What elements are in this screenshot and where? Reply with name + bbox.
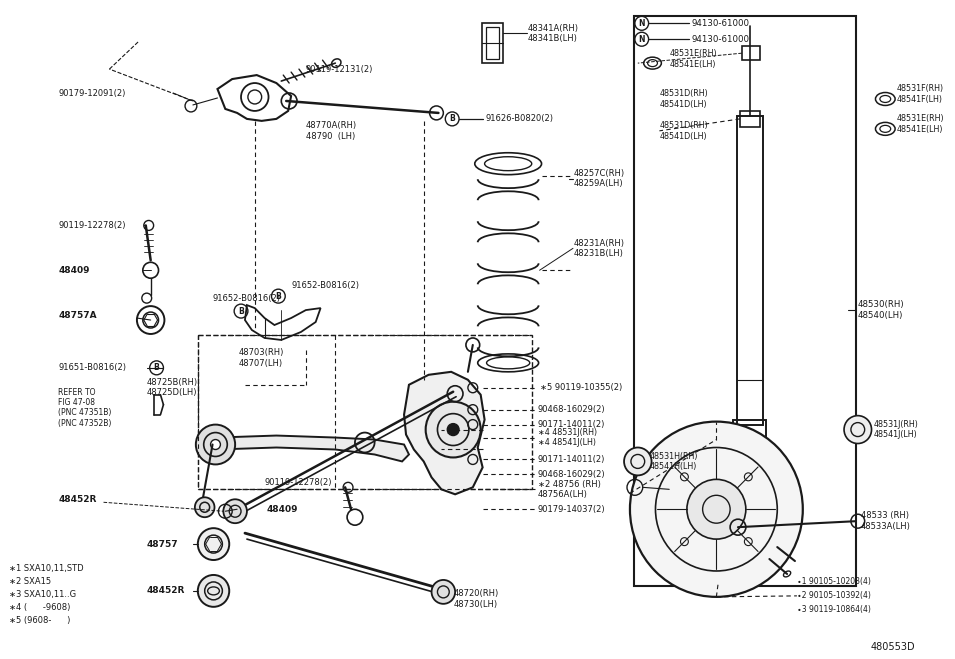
Text: 90179-14037(2): 90179-14037(2) (538, 505, 605, 514)
Text: 48231A(RH)
48231B(LH): 48231A(RH) 48231B(LH) (574, 239, 625, 258)
Text: 91652-B0816(2): 91652-B0816(2) (213, 294, 281, 302)
Text: 90468-16029(2): 90468-16029(2) (538, 405, 605, 414)
Bar (740, 111, 759, 127)
Text: ∗5 (9608-      ): ∗5 (9608- ) (10, 616, 71, 625)
Text: 48452R: 48452R (147, 587, 185, 595)
Bar (634, 16, 856, 586)
Circle shape (844, 416, 872, 444)
Text: 94130-61000: 94130-61000 (691, 19, 750, 28)
Text: 90179-12091(2): 90179-12091(2) (58, 88, 126, 98)
Text: 94130-61000: 94130-61000 (691, 35, 750, 43)
Text: 48725B(RH)
48725D(LH): 48725B(RH) 48725D(LH) (147, 378, 198, 397)
Text: 48531E(RH)
48541E(LH): 48531E(RH) 48541E(LH) (897, 114, 944, 134)
Text: 48531F(RH)
48541F(LH): 48531F(RH) 48541F(LH) (897, 84, 944, 103)
Text: 48757: 48757 (147, 540, 179, 548)
Text: ∗2 SXA15: ∗2 SXA15 (10, 577, 52, 587)
Text: B: B (275, 292, 281, 301)
Bar (737, 116, 762, 424)
Bar (485, 27, 499, 59)
Text: N: N (639, 35, 645, 43)
Text: 48409: 48409 (266, 505, 298, 514)
Text: REFER TO
FIG 47-08
(PNC 47351B)
(PNC 47352B): REFER TO FIG 47-08 (PNC 47351B) (PNC 473… (58, 387, 112, 428)
Text: 90119-12278(2): 90119-12278(2) (265, 478, 332, 487)
Bar (733, 420, 767, 455)
Text: B: B (238, 306, 244, 316)
Text: 48531D(RH)
48541D(LH): 48531D(RH) 48541D(LH) (659, 89, 709, 109)
Circle shape (426, 402, 480, 457)
Text: ∗3 SXA10,11..G: ∗3 SXA10,11..G (10, 590, 76, 600)
Polygon shape (404, 372, 484, 494)
Circle shape (223, 500, 247, 523)
Circle shape (447, 424, 459, 436)
Circle shape (687, 479, 746, 539)
Text: 48757A: 48757A (58, 310, 97, 320)
Text: 48770A(RH)
48790  (LH): 48770A(RH) 48790 (LH) (306, 121, 357, 140)
Text: P: P (446, 427, 451, 436)
Text: 90119-12278(2): 90119-12278(2) (58, 221, 126, 230)
Text: 48531E(RH)
48541E(LH): 48531E(RH) 48541E(LH) (669, 49, 717, 69)
Circle shape (630, 422, 803, 597)
Text: 91626-B0820(2): 91626-B0820(2) (485, 115, 554, 123)
Text: 48531H(RH)
48541H(LH): 48531H(RH) 48541H(LH) (649, 451, 698, 471)
Circle shape (211, 440, 221, 449)
Text: 91652-B0816(2): 91652-B0816(2) (291, 281, 359, 290)
Text: 91651-B0816(2): 91651-B0816(2) (58, 363, 126, 372)
Bar (198, 335, 532, 490)
Text: B: B (154, 363, 159, 372)
Text: ∙3 90119-10864(4): ∙3 90119-10864(4) (796, 606, 871, 614)
Text: 90171-14011(2): 90171-14011(2) (538, 420, 605, 429)
Text: 90468-16029(2): 90468-16029(2) (538, 470, 605, 479)
Text: 48257C(RH)
48259A(LH): 48257C(RH) 48259A(LH) (574, 169, 626, 188)
Text: ∗1 SXA10,11,STD: ∗1 SXA10,11,STD (10, 565, 84, 573)
Circle shape (198, 575, 229, 607)
Text: 48703(RH)
48707(LH): 48703(RH) 48707(LH) (239, 348, 285, 368)
Bar (481, 23, 503, 63)
Circle shape (624, 447, 651, 475)
Polygon shape (207, 436, 409, 461)
Text: ∗2 48756 (RH)
48756A(LH): ∗2 48756 (RH) 48756A(LH) (538, 480, 601, 499)
Text: 48409: 48409 (58, 266, 90, 275)
Circle shape (432, 580, 456, 604)
Text: ∙2 90105-10392(4): ∙2 90105-10392(4) (796, 591, 871, 600)
Text: 48531J(RH)
48541J(LH): 48531J(RH) 48541J(LH) (874, 420, 919, 440)
Text: B: B (449, 115, 455, 123)
Text: ∙1 90105-10203(4): ∙1 90105-10203(4) (796, 577, 871, 587)
Text: 48533 (RH)
48533A(LH): 48533 (RH) 48533A(LH) (860, 511, 911, 531)
Text: 90171-14011(2): 90171-14011(2) (538, 455, 605, 464)
Text: 48341A(RH)
48341B(LH): 48341A(RH) 48341B(LH) (528, 24, 579, 43)
Circle shape (198, 528, 229, 560)
Text: ∗4 48531J(RH)
∗4 48541J(LH): ∗4 48531J(RH) ∗4 48541J(LH) (538, 428, 597, 447)
Circle shape (196, 424, 235, 465)
Text: 90119-12131(2): 90119-12131(2) (306, 65, 373, 74)
Text: 48531D(RH)
48541D(LH): 48531D(RH) 48541D(LH) (659, 121, 709, 140)
Text: ∗5 90119-10355(2): ∗5 90119-10355(2) (540, 384, 622, 392)
Text: 48530(RH)
48540(LH): 48530(RH) 48540(LH) (858, 301, 904, 320)
Text: N: N (639, 19, 645, 28)
Bar (742, 46, 759, 60)
Text: ∗4 (      -9608): ∗4 ( -9608) (10, 604, 71, 612)
Text: 480553D: 480553D (870, 642, 915, 652)
Text: 48452R: 48452R (58, 495, 96, 503)
Circle shape (195, 498, 215, 517)
Text: 48720(RH)
48730(LH): 48720(RH) 48730(LH) (454, 589, 499, 608)
